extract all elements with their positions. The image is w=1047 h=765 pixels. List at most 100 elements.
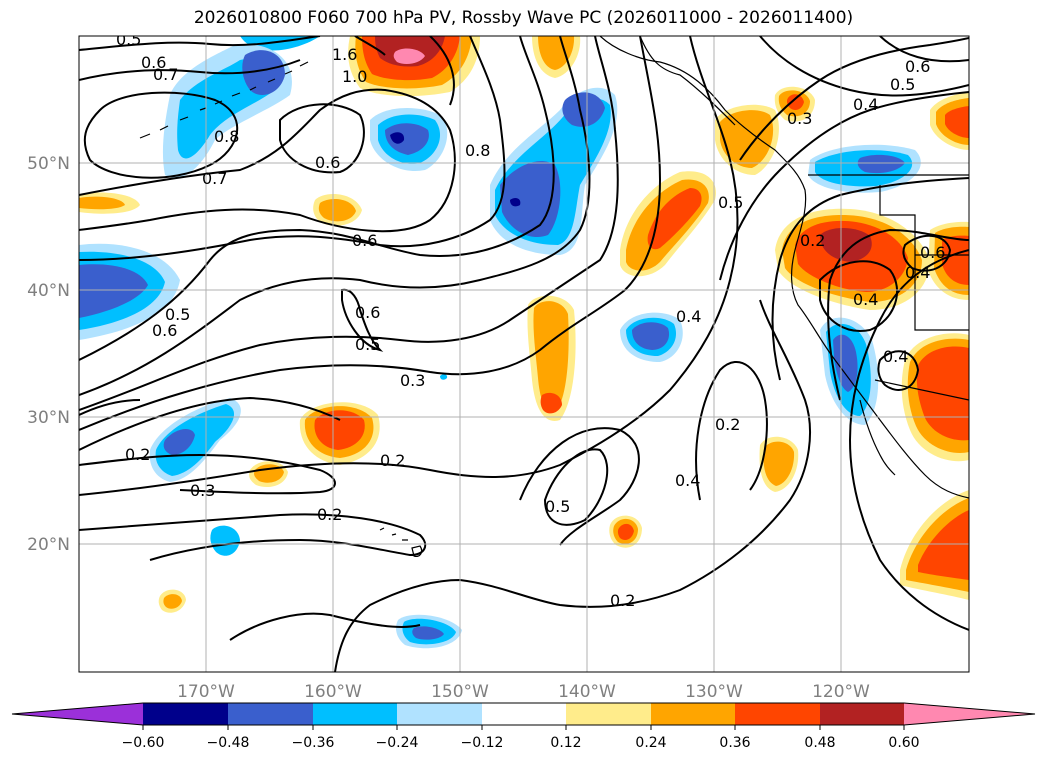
pos-anomaly-mid-core — [533, 301, 569, 413]
pos-anomaly-west-coast-strong — [647, 188, 702, 250]
colorbar-segment — [143, 703, 228, 725]
pos-anomaly-bc-core — [720, 110, 774, 168]
pv-contour — [771, 177, 969, 381]
lat-label: 50°N — [27, 154, 70, 174]
colorbar-extend-low — [12, 703, 143, 725]
neg-anomaly-northwest-strong — [242, 50, 285, 95]
north-america-coast — [599, 36, 969, 499]
neg-anomaly-california-strong — [833, 334, 858, 392]
neg-anomaly-south-small — [210, 525, 240, 556]
pv-contour — [354, 36, 386, 56]
pv-contour — [902, 234, 952, 272]
contour-label: 0.4 — [853, 95, 878, 114]
colorbar-tick-label: −0.48 — [207, 735, 250, 751]
colorbar-segment — [397, 703, 482, 725]
colorbar-tick-label: 0.36 — [719, 735, 750, 751]
pv-contour — [79, 399, 141, 416]
lon-label: 170°W — [177, 682, 235, 700]
positive-anomalies — [79, 36, 969, 613]
contour-label: 0.6 — [315, 153, 340, 172]
contour-label: 0.5 — [165, 305, 190, 324]
pos-anomaly-dot-core — [318, 199, 356, 222]
pv-contour — [79, 36, 662, 431]
pos-anomaly-mexico-strong — [918, 510, 969, 580]
contour-labels: 0.5 0.6 0.7 1.0 1.6 0.8 0.7 0.6 0.6 0.5 … — [116, 36, 945, 610]
figure-title: 2026010800 F060 700 hPa PV, Rossby Wave … — [193, 8, 854, 28]
pv-contour — [79, 59, 301, 81]
colorbar-segments — [12, 703, 1035, 725]
pv-contour — [695, 360, 768, 501]
colorbar-tick-label: 0.12 — [550, 735, 581, 751]
contour-label: 0.2 — [125, 445, 150, 464]
contour-label: 0.4 — [675, 471, 700, 490]
longitude-labels: 170°W 160°W 150°W 140°W 130°W 120°W — [177, 682, 870, 700]
pos-anomaly-nevada-max — [820, 227, 872, 262]
pos-anomaly-tiny-core — [163, 594, 182, 609]
contour-label: 0.5 — [718, 193, 743, 212]
lat-label: 30°N — [27, 408, 70, 428]
contour-label: 0.4 — [883, 347, 908, 366]
neg-anomaly-midpacific-strong — [632, 322, 670, 350]
contour-label: 0.6 — [141, 53, 166, 72]
map: 0.5 0.6 0.7 1.0 1.6 0.8 0.7 0.6 0.6 0.5 … — [27, 35, 970, 700]
pv-contour — [79, 513, 427, 561]
colorbar-tick-label: −0.24 — [376, 735, 419, 751]
neg-anomaly-canada-strong — [857, 154, 905, 174]
contour-label: 0.8 — [214, 127, 239, 146]
pv-contour — [279, 103, 365, 174]
contour-label: 0.4 — [676, 307, 701, 326]
contour-label: 0.2 — [317, 505, 342, 524]
contour-label: 0.4 — [905, 263, 930, 282]
lon-label: 140°W — [558, 682, 616, 700]
pv-contour — [819, 260, 899, 332]
pv-contour — [341, 288, 384, 352]
lat-label: 40°N — [27, 281, 70, 301]
neg-anomaly-southwest-strong — [163, 428, 195, 455]
colorbar-tick-label: 0.24 — [635, 735, 666, 751]
pos-anomaly-baja-core — [763, 441, 795, 486]
map-panel: 0.5 0.6 0.7 1.0 1.6 0.8 0.7 0.6 0.6 0.5 … — [79, 36, 969, 672]
pv-contour — [429, 36, 455, 106]
us-mexico-border — [874, 379, 969, 401]
contour-label: 0.2 — [610, 591, 635, 610]
colorbar-tick-marks — [142, 725, 905, 730]
colorbar-segment — [482, 703, 566, 725]
pos-anomaly-alaska-core — [538, 36, 575, 70]
contour-label: 0.6 — [920, 243, 945, 262]
colorbar-tick-label: −0.12 — [461, 735, 504, 751]
pv-contour — [79, 36, 321, 51]
contour-label: 1.0 — [342, 67, 367, 86]
colorbar-segment — [566, 703, 651, 725]
neg-anomaly-westedge-strong — [79, 264, 148, 318]
pv-contour — [877, 350, 920, 391]
contour-label: 0.6 — [905, 57, 930, 76]
colorbar-tick-labels: −0.60 −0.48 −0.36 −0.24 −0.12 0.12 0.24 … — [122, 735, 920, 751]
contour-label: 0.2 — [380, 451, 405, 470]
pv-contour — [827, 228, 969, 401]
colorbar-segment — [228, 703, 313, 725]
colorbar-segment — [651, 703, 735, 725]
latitude-labels: 50°N 40°N 30°N 20°N — [27, 154, 70, 555]
contour-label: 0.6 — [352, 231, 377, 250]
contour-label: 1.6 — [332, 45, 357, 64]
contour-label: 0.3 — [400, 371, 425, 390]
contour-label: 0.6 — [355, 303, 380, 322]
colorbar-segment — [735, 703, 820, 725]
contour-label: 0.8 — [465, 141, 490, 160]
pv-contour — [739, 37, 969, 161]
pv-contour — [519, 427, 640, 546]
pv-contour — [759, 36, 969, 97]
neg-anomaly-midpacific-dot — [440, 374, 448, 380]
contour-label: 0.5 — [355, 335, 380, 354]
pv-contour — [543, 448, 609, 526]
pos-anomaly-nw-small-core — [79, 196, 125, 210]
contour-label: 0.7 — [202, 169, 227, 188]
graticule — [79, 36, 969, 672]
colorbar-outline — [11, 702, 1036, 726]
contour-label: 0.6 — [152, 321, 177, 340]
hawaii-islands — [379, 527, 423, 557]
pv-contour — [79, 453, 336, 495]
pv-contour — [79, 36, 506, 261]
colorbar-tick-label: 0.48 — [804, 735, 835, 751]
colorbar-segment — [820, 703, 904, 725]
